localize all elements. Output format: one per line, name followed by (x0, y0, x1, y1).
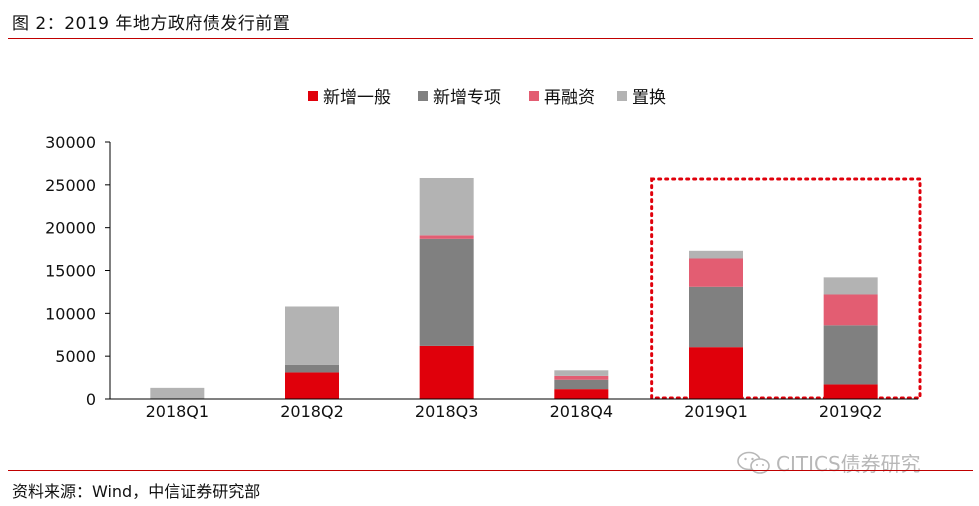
x-tick-label: 2018Q2 (280, 402, 344, 421)
source-note: 资料来源：Wind，中信证券研究部 (12, 482, 261, 501)
bar-segment (823, 294, 878, 326)
highlight-box (650, 177, 922, 400)
x-tick-label: 2018Q1 (146, 402, 210, 421)
x-tick-label: 2018Q4 (550, 402, 614, 421)
bar-segment (419, 235, 474, 239)
y-tick-label: 15000 (45, 262, 96, 281)
bar-segment (689, 347, 743, 399)
bar-segment (419, 177, 474, 236)
bar-segment (285, 306, 339, 365)
legend-swatch (308, 91, 318, 101)
y-tick-label: 5000 (55, 347, 96, 366)
bar-segment (823, 384, 878, 399)
wechat-icon (737, 451, 770, 474)
y-tick-label: 30000 (45, 133, 96, 152)
bar-segment (285, 364, 339, 373)
bar-segment (554, 389, 609, 399)
bar-segment (823, 277, 878, 295)
watermark: CITICS债券研究 (736, 448, 921, 477)
bar-segment (689, 258, 743, 287)
legend-swatch (418, 91, 428, 101)
bar-segment (689, 250, 743, 259)
x-tick-label: 2018Q3 (415, 402, 479, 421)
bar-segment (419, 238, 474, 346)
bar-segment (554, 375, 609, 380)
x-tick-label: 2019Q1 (684, 402, 748, 421)
legend-label: 新增专项 (433, 88, 501, 108)
legend-swatch (529, 91, 539, 101)
bar-segment (554, 370, 609, 376)
y-tick-label: 25000 (45, 176, 96, 195)
legend-label: 新增一般 (323, 88, 391, 108)
y-tick-label: 20000 (45, 219, 96, 238)
bar-segment (554, 379, 609, 390)
legend-label: 置换 (632, 88, 666, 108)
legend-swatch (617, 91, 627, 101)
bar-segment (285, 372, 339, 399)
bar-segment (689, 286, 743, 348)
watermark-text: CITICS债券研究 (776, 452, 921, 476)
top-rule (8, 38, 973, 39)
figure-title: 图 2：2019 年地方政府债发行前置 (12, 14, 291, 34)
legend-label: 再融资 (544, 88, 595, 108)
bar-segment (150, 387, 205, 399)
bar-segment (823, 325, 878, 385)
bar-segment (419, 345, 474, 399)
x-tick-label: 2019Q2 (819, 402, 883, 421)
y-tick-label: 0 (86, 390, 96, 409)
bottom-rule (8, 470, 973, 471)
y-tick-label: 10000 (45, 304, 96, 323)
